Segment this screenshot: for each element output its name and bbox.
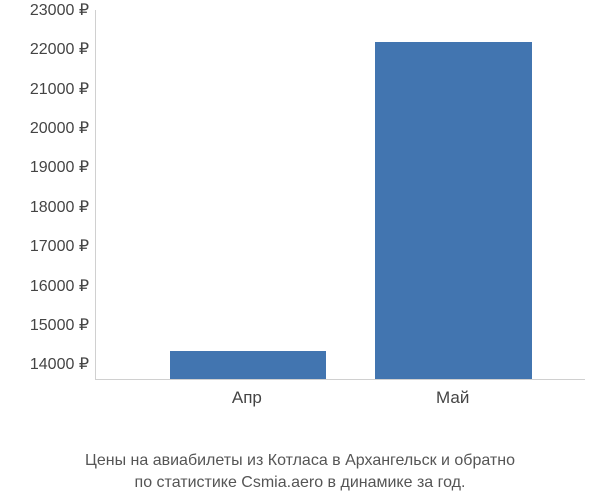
price-chart: 14000 ₽ 15000 ₽ 16000 ₽ 17000 ₽ 18000 ₽ 19000…	[0, 10, 600, 450]
chart-caption: Цены на авиабилеты из Котласа в Архангел…	[0, 450, 600, 493]
y-tick-label: 17000 ₽	[30, 236, 89, 256]
bar	[170, 351, 327, 379]
y-tick-label: 19000 ₽	[30, 157, 89, 177]
y-axis: 14000 ₽ 15000 ₽ 16000 ₽ 17000 ₽ 18000 ₽ 19000…	[0, 10, 95, 380]
bar	[375, 42, 532, 379]
y-tick-label: 22000 ₽	[30, 39, 89, 59]
y-tick-label: 14000 ₽	[30, 354, 89, 374]
x-tick-label: Май	[436, 388, 469, 408]
y-tick-label: 16000 ₽	[30, 276, 89, 296]
y-tick-label: 15000 ₽	[30, 315, 89, 335]
y-tick-label: 20000 ₽	[30, 118, 89, 138]
y-tick-label: 23000 ₽	[30, 0, 89, 20]
x-tick-label: Апр	[232, 388, 262, 408]
plot-area	[95, 10, 585, 380]
caption-line2: по статистике Csmia.aero в динамике за г…	[135, 474, 466, 491]
x-axis-labels: Апр Май	[95, 388, 585, 418]
y-tick-label: 18000 ₽	[30, 197, 89, 217]
y-tick-label: 21000 ₽	[30, 79, 89, 99]
caption-line1: Цены на авиабилеты из Котласа в Архангел…	[85, 452, 515, 469]
